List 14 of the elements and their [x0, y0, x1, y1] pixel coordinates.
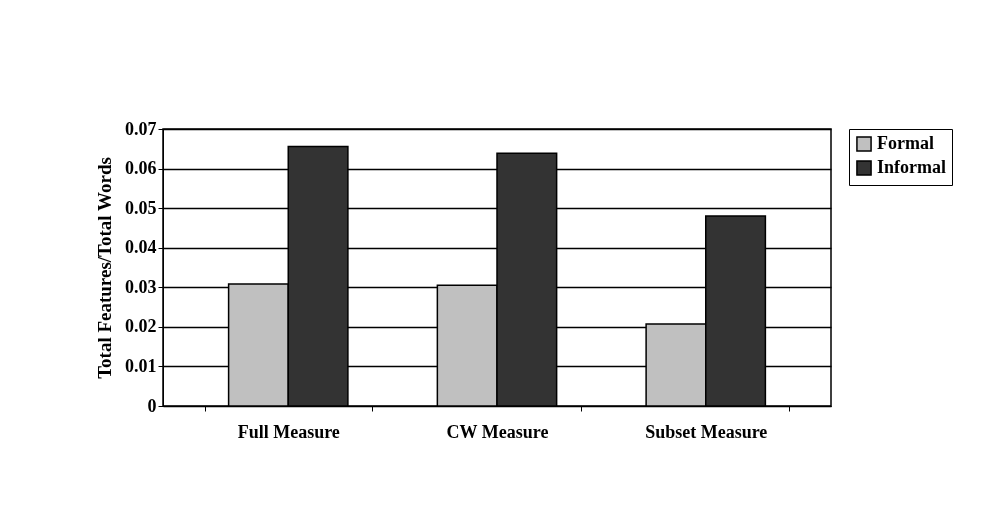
y-tick-label: 0.04 — [125, 237, 157, 258]
y-tick-label: 0.01 — [125, 355, 157, 376]
y-tick-label: 0 — [147, 395, 157, 416]
y-tick-label: 0.06 — [125, 158, 157, 179]
y-tick-label: 0.03 — [125, 276, 157, 297]
y-tick-label: 0.05 — [125, 197, 157, 218]
legend-label: Informal — [877, 157, 946, 177]
x-tick-label: CW Measure — [446, 421, 549, 442]
y-tick-label: 0.02 — [125, 316, 157, 337]
x-tick-label: Full Measure — [237, 421, 340, 442]
y-tick-label: 0.07 — [125, 118, 157, 139]
legend-label: Formal — [877, 133, 934, 153]
y-axis-title: Total Features/Total Words — [94, 157, 115, 379]
x-tick-label: Subset Measure — [645, 421, 768, 442]
